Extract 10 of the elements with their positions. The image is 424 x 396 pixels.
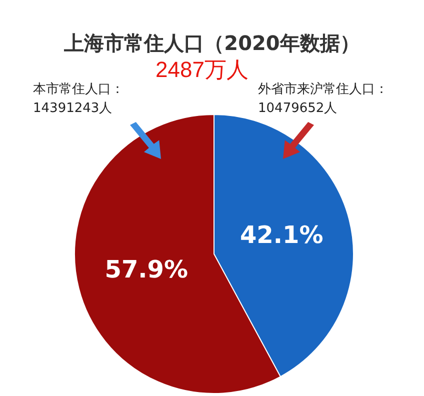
slice-label: 本市常住人口 [33, 82, 111, 97]
slice-label: 外省市来沪常住人口 [258, 82, 375, 97]
text: 14391243人 [33, 100, 114, 118]
data-label: 57.9% [104, 255, 188, 284]
text: ： [111, 82, 124, 97]
text: 2487万人 [156, 57, 248, 82]
text: ： [375, 82, 388, 97]
data-label: 42.1% [240, 221, 324, 250]
chart-title: 上海市常住人口（2020年数据） [63, 30, 361, 57]
text: 10479652人 [258, 100, 338, 118]
